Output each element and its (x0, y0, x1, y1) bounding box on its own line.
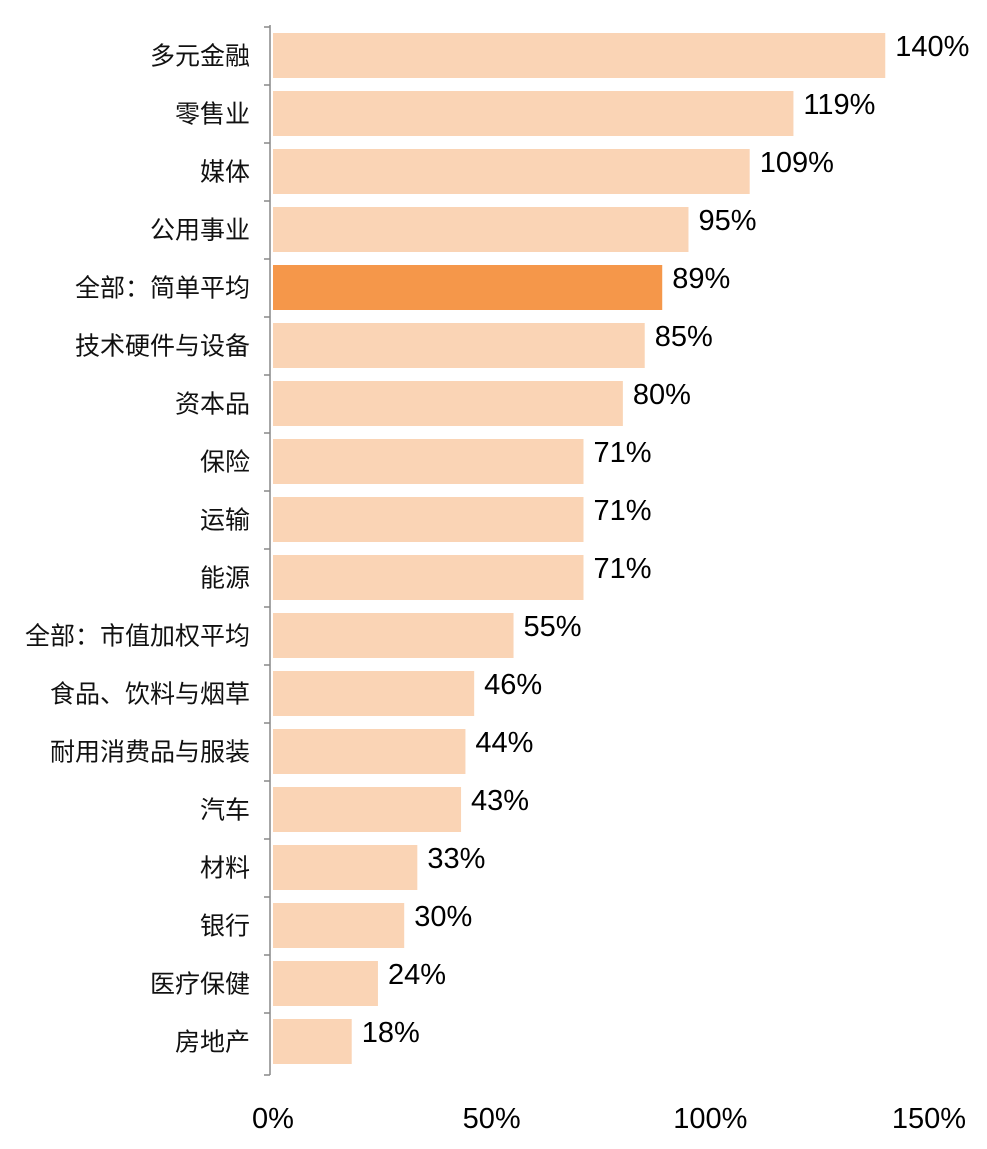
bar (273, 323, 645, 368)
bars-group (273, 33, 886, 1064)
category-label: 汽车 (200, 796, 250, 825)
value-labels: 140% 119% 109%95% 89% 85% 80% 71% 71% 71% 55% 46% 4… (362, 31, 970, 1049)
bar (273, 729, 466, 774)
bar (273, 613, 514, 658)
category-label: 多元金融 (150, 42, 250, 71)
value-label: 44% (475, 727, 533, 759)
bar (273, 439, 584, 484)
bar (273, 555, 584, 600)
bar (273, 961, 378, 1006)
bar (273, 207, 689, 252)
category-label: 医疗保健 (150, 970, 250, 999)
value-label: 95% (698, 205, 756, 237)
value-label: 109% (760, 147, 834, 179)
category-label: 全部：简单平均 (75, 274, 250, 303)
bar-highlight (273, 265, 663, 310)
value-label: 89% (672, 263, 730, 295)
value-label: 71% (594, 495, 652, 527)
category-label: 银行 (200, 912, 250, 941)
category-label: 零售业 (175, 100, 250, 129)
value-label: 71% (594, 437, 652, 469)
category-label: 保险 (200, 448, 250, 477)
x-tick-label: 0% (252, 1103, 294, 1135)
value-label: 24% (388, 959, 446, 991)
value-label: 43% (471, 785, 529, 817)
x-axis-ticks: 0% 50% 100% 150% (252, 1103, 966, 1135)
x-tick-label: 150% (892, 1103, 966, 1135)
bar (273, 903, 405, 948)
category-label: 公用事业 (150, 216, 250, 245)
bar (273, 845, 418, 890)
y-axis (264, 25, 271, 1076)
value-label: 80% (633, 379, 691, 411)
bar (273, 497, 584, 542)
value-label: 18% (362, 1017, 420, 1049)
category-label: 耐用消费品与服装 (50, 738, 250, 767)
category-label: 房地产 (175, 1028, 250, 1057)
value-label: 140% (895, 31, 969, 63)
value-label: 30% (414, 901, 472, 933)
bar (273, 91, 794, 136)
category-label: 技术硬件与设备 (75, 332, 250, 361)
bar (273, 787, 462, 832)
value-label: 33% (427, 843, 485, 875)
category-label: 运输 (200, 506, 250, 535)
category-label: 资本品 (175, 390, 250, 419)
category-label: 媒体 (200, 158, 250, 187)
x-tick-label: 50% (463, 1103, 521, 1135)
bar (273, 149, 750, 194)
value-label: 119% (803, 89, 875, 121)
x-tick-label: 100% (673, 1103, 747, 1135)
value-label: 85% (655, 321, 713, 353)
category-labels: 多元金融零售业媒体公用事业全部：简单平均技术硬件与设备资本品保险运输能源全部：市… (25, 42, 250, 1057)
bar (273, 381, 623, 426)
category-label: 食品、饮料与烟草 (50, 680, 250, 709)
value-label: 55% (524, 611, 582, 643)
bar (273, 1019, 352, 1064)
bar (273, 671, 475, 716)
category-label: 全部：市值加权平均 (25, 622, 250, 651)
category-label: 能源 (200, 564, 250, 593)
value-label: 46% (484, 669, 542, 701)
category-label: 材料 (200, 854, 250, 883)
value-label: 71% (594, 553, 652, 585)
bar (273, 33, 886, 78)
